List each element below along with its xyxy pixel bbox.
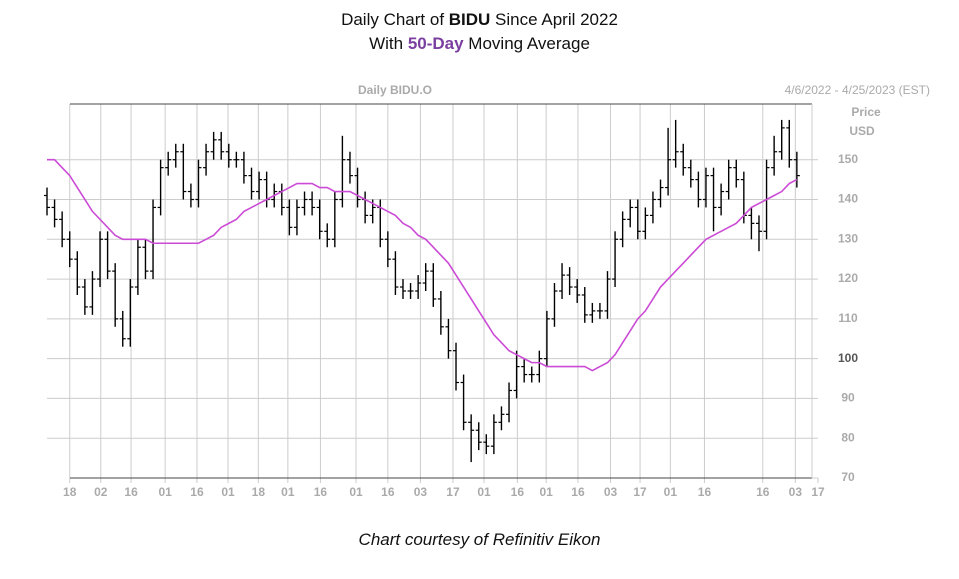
x-tick-label: 16 <box>756 485 770 499</box>
x-tick-label: 18 <box>252 485 266 499</box>
y-tick-label: 70 <box>841 470 855 484</box>
x-tick-label: 03 <box>789 485 803 499</box>
x-tick-label: 03 <box>414 485 428 499</box>
x-tick-label: 01 <box>221 485 235 499</box>
x-tick-label: 01 <box>158 485 172 499</box>
date-range: 4/6/2022 - 4/25/2023 (EST) <box>785 83 930 97</box>
x-tick-label: 01 <box>664 485 678 499</box>
subtitle-highlight: 50-Day <box>407 34 464 53</box>
x-tick-label: 16 <box>571 485 585 499</box>
chart: Daily BIDU.O 4/6/2022 - 4/25/2023 (EST) … <box>44 83 930 499</box>
x-tick-label: 01 <box>281 485 295 499</box>
y-tick-label: 150 <box>838 152 858 166</box>
y-tick-label: 120 <box>838 271 858 285</box>
y-axis-label: Price <box>851 105 881 119</box>
y-axis-label: USD <box>849 124 875 138</box>
title-part: Since April 2022 <box>490 10 618 29</box>
y-tick-label: 100 <box>838 351 858 365</box>
y-tick-label: 130 <box>838 231 858 245</box>
title-part: Daily Chart of <box>341 10 449 29</box>
x-tick-label: 16 <box>381 485 395 499</box>
x-tick-label: 02 <box>94 485 108 499</box>
subtitle-part: With <box>369 34 408 53</box>
x-tick-label: 17 <box>446 485 460 499</box>
moving-average <box>47 158 798 372</box>
x-tick-label: 18 <box>63 485 77 499</box>
x-tick-label: 17 <box>811 485 825 499</box>
x-tick-label: 16 <box>511 485 525 499</box>
y-tick-label: 110 <box>838 311 858 325</box>
subtitle-part: Moving Average <box>463 34 590 53</box>
x-tick-label: 16 <box>314 485 328 499</box>
x-tick-label: 01 <box>539 485 553 499</box>
x-tick-label: 03 <box>604 485 618 499</box>
title-ticker: BIDU <box>448 10 491 29</box>
x-tick-label: 01 <box>477 485 491 499</box>
x-tick-label: 16 <box>124 485 138 499</box>
y-tick-label: 80 <box>841 430 855 444</box>
chart-title: Daily Chart of BIDU Since April 2022 <box>0 10 959 30</box>
x-tick-label: 01 <box>349 485 363 499</box>
x-tick-label: 17 <box>633 485 647 499</box>
x-tick-label: 16 <box>190 485 204 499</box>
panel-title: Daily BIDU.O <box>358 83 432 97</box>
y-tick-label: 140 <box>838 192 858 206</box>
footer: Chart courtesy of Refinitiv Eikon <box>358 530 601 549</box>
y-tick-label: 90 <box>841 391 855 405</box>
x-tick-label: 16 <box>698 485 712 499</box>
chart-subtitle: With 50-Day Moving Average <box>0 34 959 54</box>
